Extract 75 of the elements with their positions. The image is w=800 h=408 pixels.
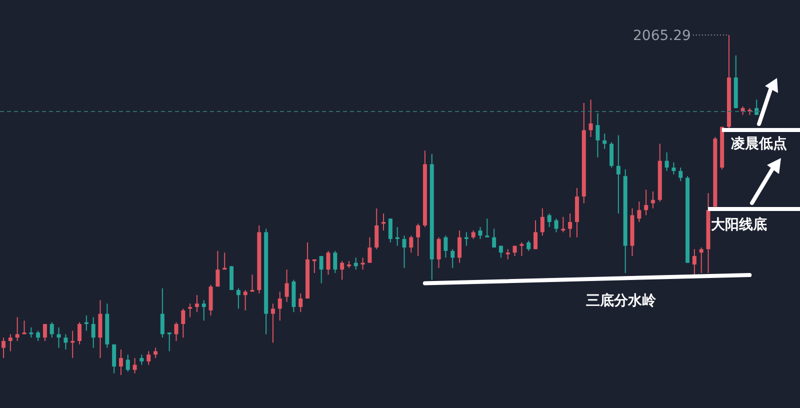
candlestick — [333, 250, 338, 274]
annotation: 2065.29 — [633, 28, 691, 44]
candlestick — [181, 308, 186, 338]
candlestick — [402, 235, 406, 268]
annotation: 凌晨低点 — [731, 136, 787, 152]
candlestick — [610, 142, 614, 168]
candlestick — [154, 347, 158, 358]
candlestick — [160, 288, 164, 338]
candlestick — [202, 300, 206, 322]
candlestick — [230, 266, 234, 290]
candlestick — [42, 324, 47, 342]
candlestick — [540, 208, 544, 236]
candlestick — [216, 250, 220, 288]
candlestick — [485, 218, 490, 238]
candlestick — [298, 292, 303, 313]
candlestick — [672, 162, 676, 175]
candlestick — [616, 134, 620, 214]
candlestick — [409, 235, 414, 254]
candlestick — [91, 316, 96, 348]
candlestick — [56, 326, 61, 348]
candlestick — [450, 248, 455, 268]
candlestick — [678, 167, 683, 182]
candlestick — [174, 322, 178, 342]
candlestick — [388, 218, 392, 243]
candlestick — [644, 189, 648, 216]
candlestick — [64, 334, 68, 350]
candlestick — [208, 284, 213, 316]
candlestick — [78, 322, 82, 345]
candlestick — [458, 230, 462, 264]
candlestick — [270, 303, 275, 344]
candlestick — [2, 337, 6, 358]
candlestick — [534, 220, 538, 250]
candlestick — [754, 99, 759, 116]
candlestick — [506, 248, 510, 260]
candlestick — [126, 354, 130, 372]
candlestick — [340, 260, 344, 280]
candlestick — [278, 291, 282, 322]
candlestick — [526, 240, 531, 252]
candlestick — [319, 256, 324, 284]
candlestick — [588, 99, 593, 138]
candlestick — [436, 236, 441, 268]
candlestick — [547, 213, 552, 228]
candlestick — [326, 250, 330, 276]
candlestick — [50, 322, 54, 338]
candlestick — [284, 269, 289, 302]
candlestick — [236, 288, 240, 310]
candlestick — [194, 294, 199, 313]
candlestick — [492, 228, 496, 248]
candlestick — [520, 242, 524, 256]
candlestick — [602, 133, 607, 150]
candlestick — [444, 235, 448, 258]
candlestick — [8, 334, 12, 352]
candlestick — [243, 290, 248, 311]
candlestick — [112, 344, 116, 374]
candlestick — [692, 248, 696, 276]
candlestick — [15, 316, 20, 342]
candlestick — [374, 208, 379, 250]
candlestick — [98, 300, 102, 358]
candlestick — [146, 350, 151, 366]
candlestick — [478, 226, 482, 240]
candlestick — [554, 218, 558, 233]
candlestick — [132, 358, 137, 374]
annotation: 三底分水岭 — [586, 292, 657, 309]
candlestick — [637, 201, 642, 222]
candlestick — [699, 247, 704, 274]
candlestick — [596, 112, 600, 158]
candlestick — [368, 236, 372, 264]
candlestick — [664, 152, 669, 172]
candlestick — [118, 349, 123, 375]
candlestick — [416, 223, 420, 256]
candlestick — [140, 354, 144, 366]
annotation: 大阳线底 — [711, 216, 767, 233]
candlestick — [568, 213, 572, 238]
candlestick — [650, 190, 655, 209]
candlestick — [36, 330, 40, 342]
